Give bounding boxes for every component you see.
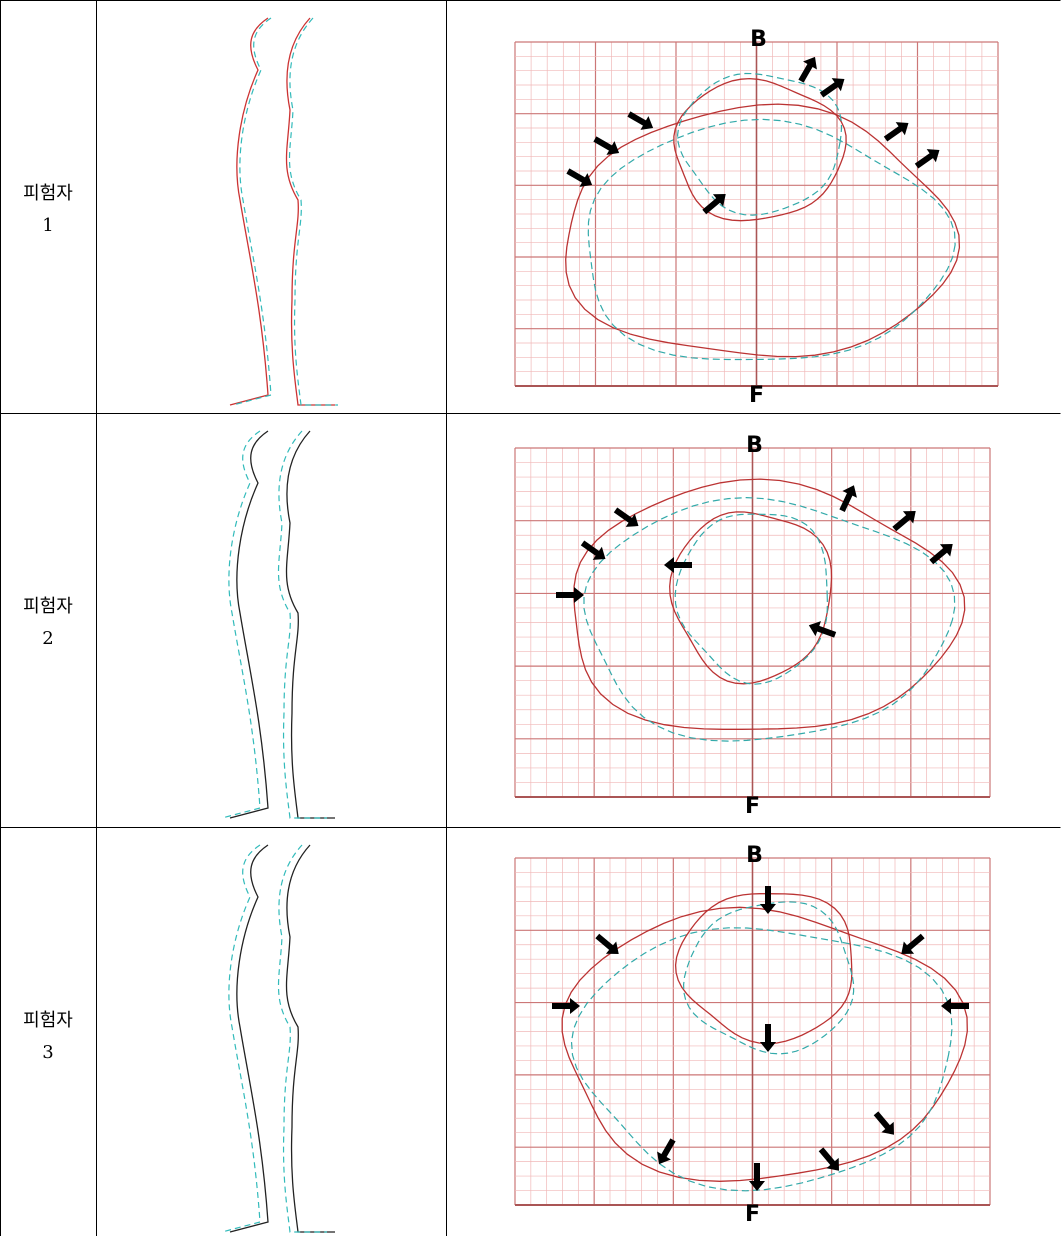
arrow <box>881 116 913 145</box>
arrow <box>870 1108 900 1140</box>
contour-teal <box>588 119 955 359</box>
arrow <box>760 886 776 914</box>
bottom-label: F <box>749 383 764 408</box>
arrow <box>552 998 580 1014</box>
arrow <box>625 107 657 135</box>
subject-label: 피험자 <box>23 596 73 617</box>
arrow <box>806 618 838 643</box>
contour-teal <box>675 514 827 684</box>
arrow <box>912 143 944 172</box>
top-label: B <box>746 433 763 458</box>
silhouette-dashed <box>279 431 328 818</box>
silhouette <box>287 431 336 818</box>
silhouette-dashed <box>279 845 328 1232</box>
silhouette <box>287 845 336 1232</box>
silhouette-dashed <box>222 845 260 1232</box>
top-label: B <box>746 843 763 868</box>
silhouette-dashed <box>222 431 260 818</box>
silhouette-dashed <box>233 18 271 405</box>
arrow <box>556 587 584 603</box>
bottom-label: F <box>745 1202 760 1227</box>
silhouette <box>230 431 268 818</box>
contour-teal <box>678 74 842 216</box>
arrow <box>749 1163 765 1191</box>
arrow <box>760 1024 776 1052</box>
arrow <box>699 188 731 218</box>
contour-red <box>566 104 960 357</box>
silhouette <box>287 18 336 405</box>
silhouette-dashed <box>290 18 339 405</box>
arrow <box>652 1136 680 1168</box>
silhouette <box>230 18 268 405</box>
bottom-label: F <box>745 794 760 819</box>
arrow <box>611 503 643 532</box>
subject-number: 3 <box>42 1042 53 1063</box>
subject-label: 피험자 <box>23 1010 73 1031</box>
page: 피험자1BF피험자2BF피험자3BF <box>0 0 1061 1236</box>
subject-number: 2 <box>42 628 53 649</box>
arrow <box>817 72 849 101</box>
subject-number: 1 <box>42 215 53 236</box>
top-label: B <box>750 27 767 52</box>
silhouette <box>230 845 268 1232</box>
subject-label: 피험자 <box>23 183 73 204</box>
contour-red <box>670 512 832 684</box>
arrow <box>564 164 596 192</box>
arrow <box>794 53 822 85</box>
